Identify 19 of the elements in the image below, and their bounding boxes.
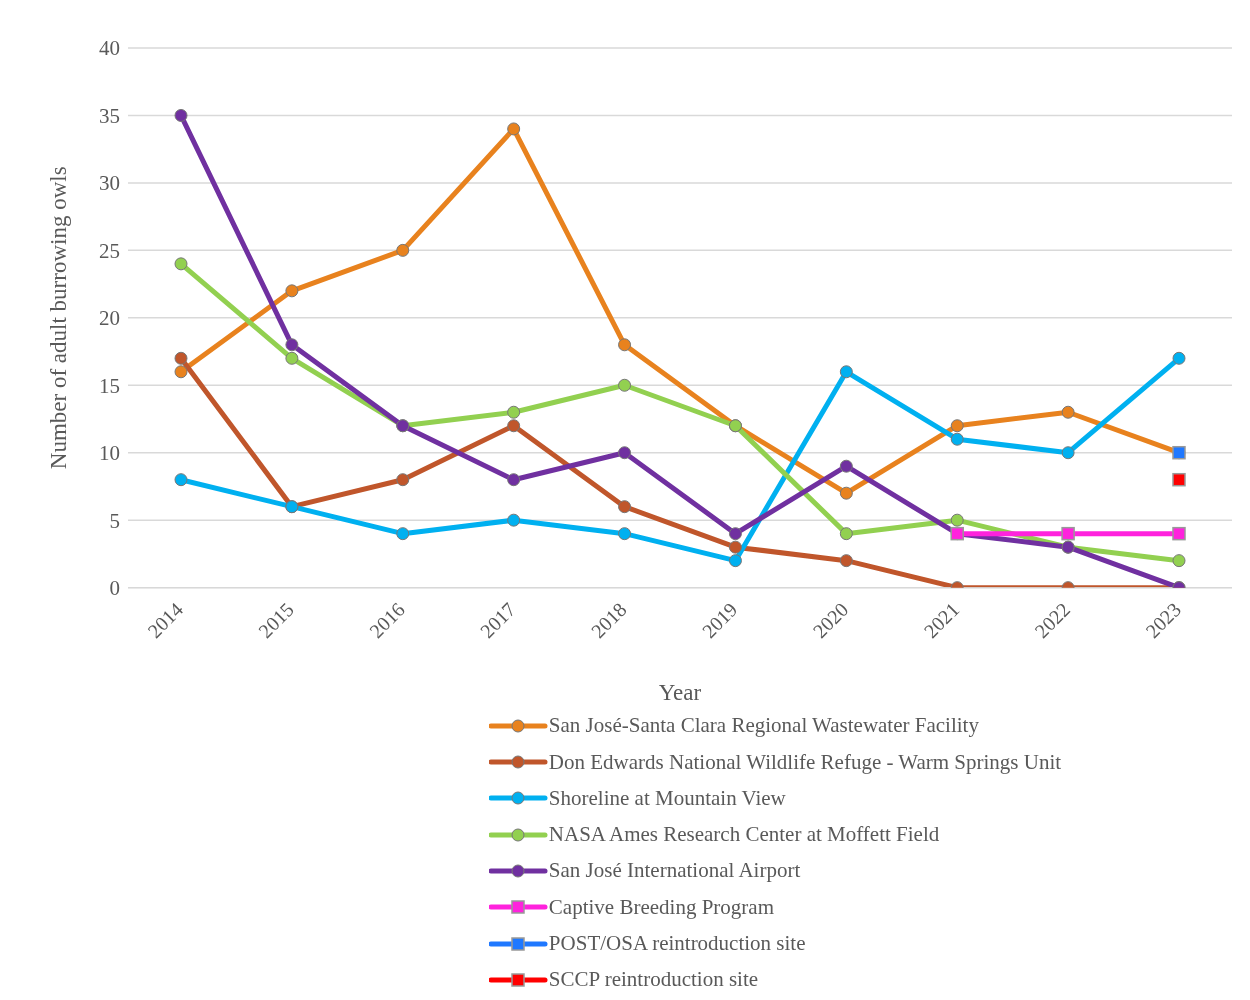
- y-tick-label: 15: [99, 373, 120, 398]
- y-tick-label: 30: [99, 171, 120, 196]
- y-tick-label: 35: [99, 103, 120, 128]
- x-axis-title: Year: [658, 679, 702, 705]
- legend-label: San José-Santa Clara Regional Wastewater Facility: [548, 713, 979, 739]
- legend-label: POST/OSA reintroduction site: [548, 931, 806, 957]
- y-tick-label: 20: [99, 306, 120, 331]
- y-tick-label: 25: [99, 238, 120, 263]
- legend-label: Don Edwards National Wildlife Refuge - Warm Springs Unit: [548, 749, 1062, 775]
- y-tick-label: 10: [99, 441, 120, 466]
- y-axis-title: Number of adult burrowing owls: [46, 166, 72, 470]
- legend-label: SCCP reintroduction site: [548, 967, 759, 993]
- y-tick-label: 5: [109, 508, 120, 533]
- legend-label: NASA Ames Research Center at Moffett Field: [548, 822, 940, 848]
- legend-label: San José International Airport: [548, 858, 801, 884]
- y-tick-label: 0: [109, 576, 120, 601]
- legend-label: Captive Breeding Program: [548, 894, 774, 920]
- y-tick-label: 40: [99, 36, 120, 61]
- legend-label: Shoreline at Mountain View: [548, 785, 786, 811]
